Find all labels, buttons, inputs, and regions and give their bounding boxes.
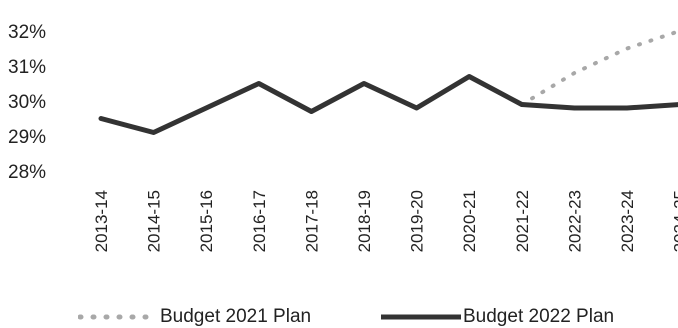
y-tick-label: 32%	[8, 22, 46, 43]
x-tick-label: 2019-20	[408, 190, 427, 252]
series-line-budget-2022-plan	[98, 74, 678, 135]
legend: Budget 2021 Plan Budget 2022 Plan	[0, 300, 678, 328]
x-tick-label: 2024-25	[671, 190, 678, 252]
y-tick-label: 30%	[8, 92, 46, 113]
legend-item-budget-2022: Budget 2022 Plan	[381, 306, 614, 328]
x-tick-label: 2018-19	[355, 190, 374, 252]
x-tick-label: 2015-16	[197, 190, 216, 252]
legend-swatch-solid	[381, 310, 461, 324]
legend-label: Budget 2022 Plan	[463, 306, 615, 327]
legend-item-budget-2021: Budget 2021 Plan	[78, 306, 311, 328]
y-axis-tick-labels: 32% 31% 30% 29% 28%	[8, 22, 46, 183]
y-tick-label: 29%	[8, 127, 46, 148]
legend-label: Budget 2021 Plan	[160, 306, 312, 327]
x-tick-label: 2017-18	[302, 190, 321, 252]
x-tick-label: 2014-15	[145, 190, 164, 252]
x-tick-label: 2022-23	[565, 190, 584, 252]
x-tick-label: 2013-14	[92, 190, 111, 252]
x-tick-label: 2021-22	[513, 190, 532, 252]
line-chart: 32% 31% 30% 29% 28% 2013-14 2014-15 2015-1…	[8, 22, 678, 252]
x-tick-label: 2023-24	[618, 190, 637, 252]
y-tick-label: 28%	[8, 162, 46, 183]
series-layer	[98, 29, 678, 135]
x-axis-tick-labels: 2013-14 2014-15 2015-16 2016-17 2017-18 2018-…	[92, 190, 678, 252]
x-tick-label: 2016-17	[250, 190, 269, 252]
x-tick-label: 2020-21	[460, 190, 479, 252]
y-tick-label: 31%	[8, 57, 46, 78]
series-line-budget-2021-plan	[519, 29, 678, 107]
legend-swatch-dotted	[78, 310, 158, 324]
